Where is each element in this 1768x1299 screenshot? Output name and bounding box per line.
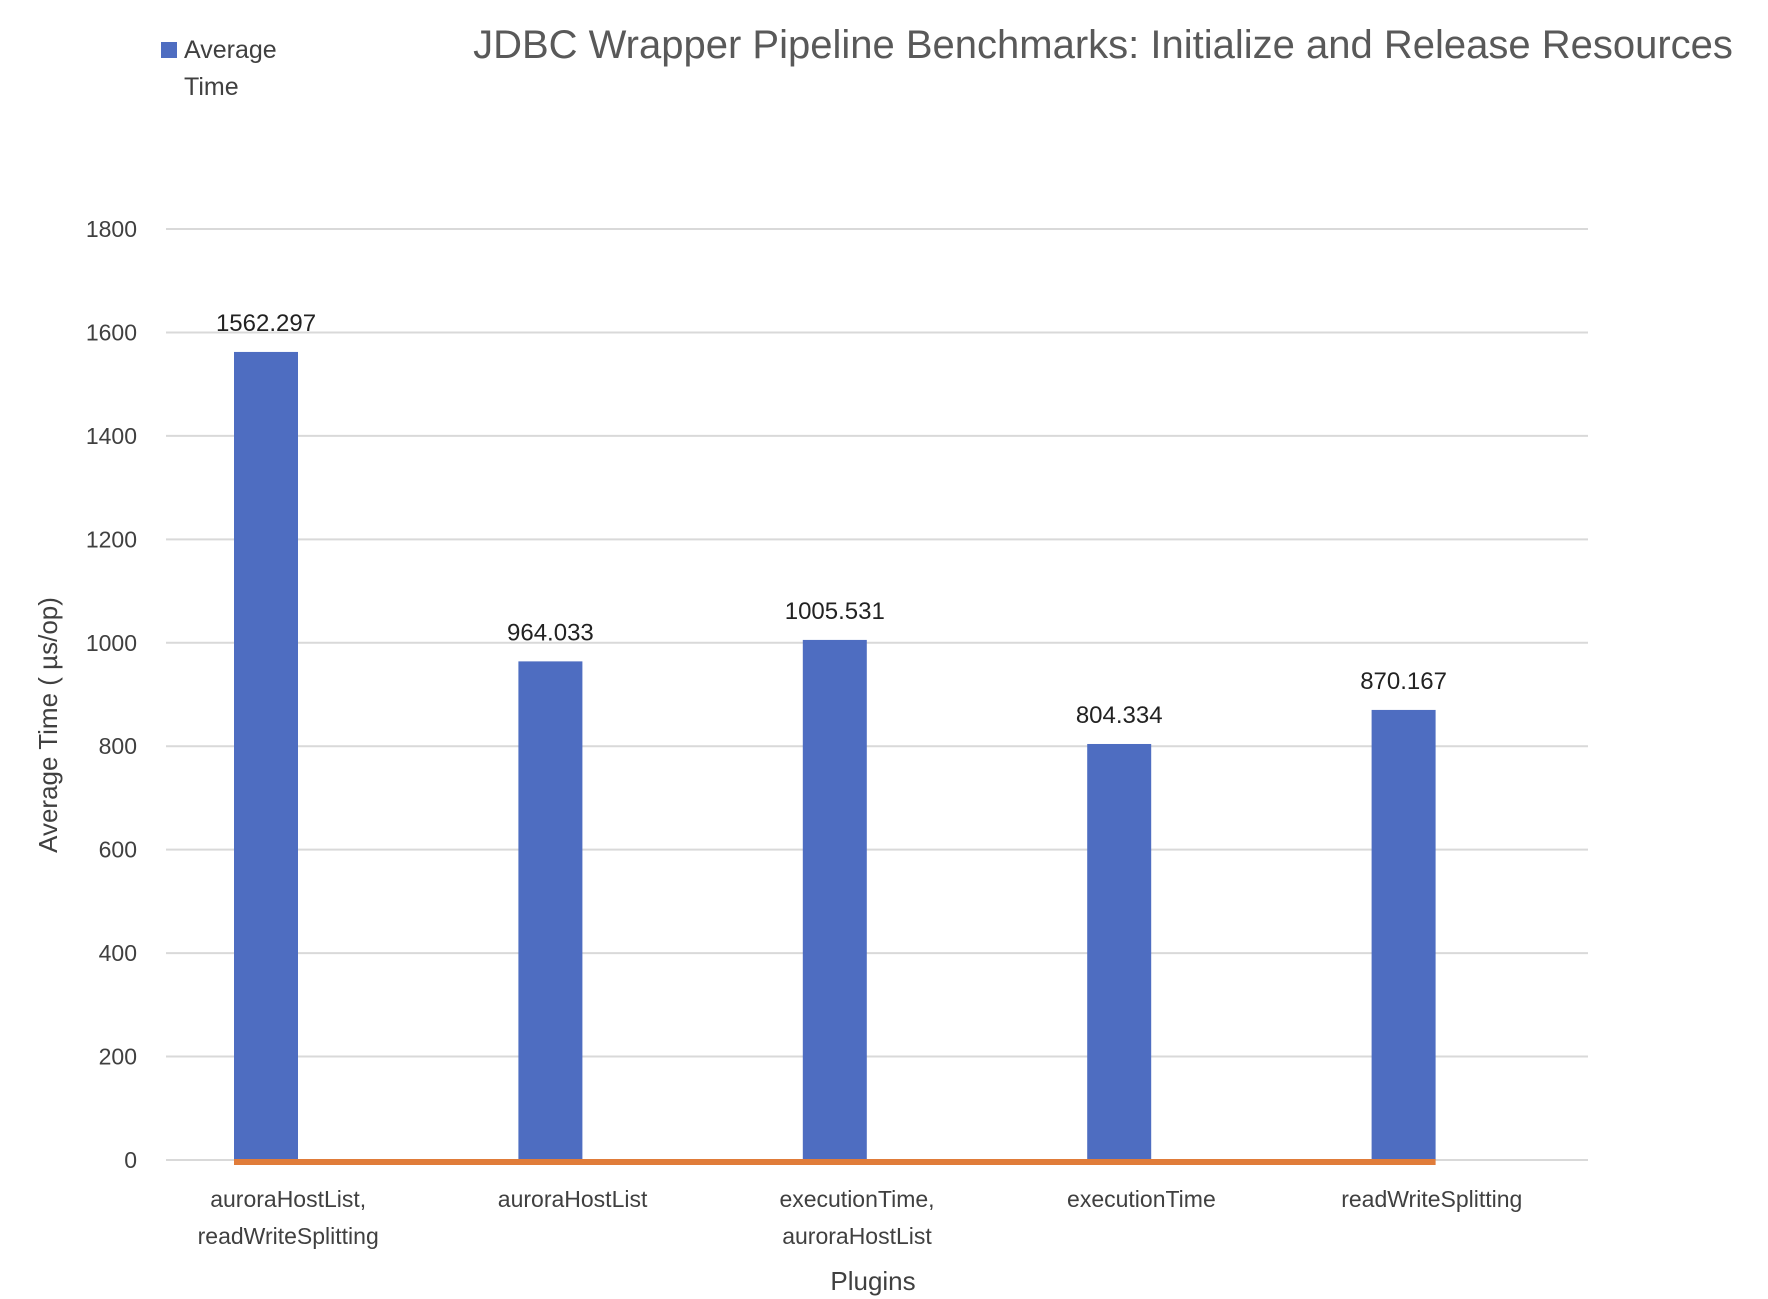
bar-value-label: 1005.531: [785, 598, 885, 625]
y-tick-label: 1200: [86, 526, 137, 552]
bar-value-label: 964.033: [507, 619, 594, 646]
y-tick-label: 400: [99, 940, 137, 966]
y-tick-label: 200: [99, 1044, 137, 1070]
x-tick-label: readWriteSplitting: [198, 1223, 379, 1249]
x-axis-tick-labels: auroraHostList, readWriteSplitting auroraH…: [198, 1186, 1523, 1249]
y-tick-label: 1000: [86, 630, 137, 656]
legend-label: Time: [184, 73, 239, 101]
y-tick-label: 1400: [86, 423, 137, 449]
bar-value-label: 870.167: [1360, 668, 1447, 695]
gridlines: [166, 228, 1588, 1161]
bar: [1371, 709, 1436, 1160]
x-tick-label: auroraHostList: [498, 1186, 648, 1212]
data-labels: 1562.297 964.033 1005.531 804.334 870.167: [216, 310, 1447, 729]
bar: [1087, 743, 1152, 1160]
legend: Average Time: [161, 36, 277, 101]
y-tick-label: 600: [99, 837, 137, 863]
x-tick-label: auroraHostList: [782, 1223, 932, 1249]
legend-label: Average: [184, 36, 277, 64]
y-tick-label: 800: [99, 733, 137, 759]
y-tick-label: 1800: [86, 216, 137, 242]
bar: [518, 661, 583, 1160]
y-axis-tick-labels: 0 200 400 600 800 1000 1200 1400 1600 1800: [86, 216, 137, 1173]
x-tick-label: executionTime: [1067, 1186, 1216, 1212]
y-axis-title: Average Time ( µs/op): [33, 597, 63, 853]
bar: [802, 639, 867, 1160]
x-axis-title: Plugins: [830, 1266, 915, 1296]
y-tick-label: 1600: [86, 319, 137, 345]
bar: [234, 351, 298, 1160]
x-tick-label: auroraHostList,: [210, 1186, 366, 1212]
bar-value-label: 804.334: [1076, 702, 1163, 729]
legend-swatch: [161, 42, 177, 58]
x-tick-label: readWriteSplitting: [1341, 1186, 1522, 1212]
bars: [234, 351, 1436, 1165]
bar-value-label: 1562.297: [216, 310, 316, 337]
chart-title: JDBC Wrapper Pipeline Benchmarks: Initia…: [473, 23, 1733, 67]
x-tick-label: executionTime,: [779, 1186, 934, 1212]
y-tick-label: 0: [124, 1147, 137, 1173]
